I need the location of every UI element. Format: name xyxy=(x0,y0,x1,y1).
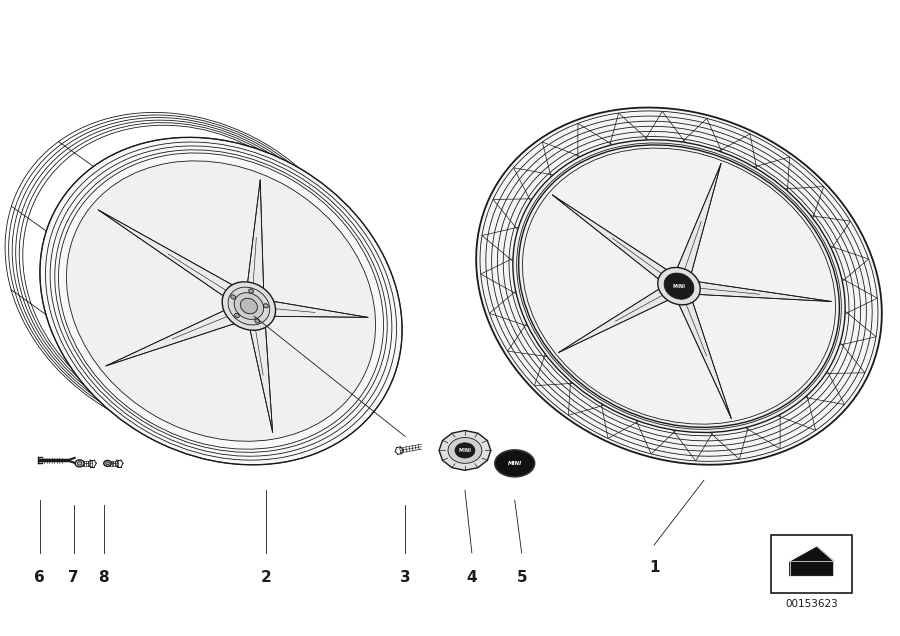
Polygon shape xyxy=(678,163,721,273)
Polygon shape xyxy=(98,210,232,296)
Ellipse shape xyxy=(240,298,257,314)
Ellipse shape xyxy=(40,137,402,465)
Ellipse shape xyxy=(455,443,475,458)
Ellipse shape xyxy=(235,314,239,317)
Text: 3: 3 xyxy=(400,570,410,585)
Polygon shape xyxy=(248,180,264,288)
Ellipse shape xyxy=(104,460,112,466)
Ellipse shape xyxy=(105,462,109,465)
Ellipse shape xyxy=(658,268,700,305)
Ellipse shape xyxy=(77,462,82,465)
Bar xyxy=(770,535,852,593)
Text: MINI: MINI xyxy=(458,448,472,453)
Text: 6: 6 xyxy=(34,570,45,585)
Polygon shape xyxy=(106,310,234,366)
Text: 00153623: 00153623 xyxy=(785,598,838,609)
Ellipse shape xyxy=(228,287,270,325)
Text: 2: 2 xyxy=(260,570,271,585)
Polygon shape xyxy=(274,301,368,317)
Text: 8: 8 xyxy=(98,570,109,585)
Ellipse shape xyxy=(248,289,254,293)
Ellipse shape xyxy=(255,319,259,323)
Ellipse shape xyxy=(664,273,694,299)
Ellipse shape xyxy=(75,460,84,467)
Ellipse shape xyxy=(234,293,264,319)
Text: 1: 1 xyxy=(649,560,660,575)
Text: MINI: MINI xyxy=(672,284,686,289)
Polygon shape xyxy=(250,328,273,432)
Polygon shape xyxy=(559,289,668,352)
Text: 7: 7 xyxy=(68,570,79,585)
Ellipse shape xyxy=(264,303,268,308)
Polygon shape xyxy=(439,431,491,471)
Polygon shape xyxy=(679,302,731,418)
Ellipse shape xyxy=(230,295,236,299)
Ellipse shape xyxy=(67,161,375,441)
Text: 5: 5 xyxy=(517,570,527,585)
Ellipse shape xyxy=(222,282,275,330)
Polygon shape xyxy=(553,195,667,279)
Ellipse shape xyxy=(517,143,842,429)
Ellipse shape xyxy=(476,107,882,465)
Text: MINI: MINI xyxy=(508,461,522,466)
Polygon shape xyxy=(789,546,833,576)
Ellipse shape xyxy=(495,450,535,477)
Ellipse shape xyxy=(448,438,482,464)
Polygon shape xyxy=(698,282,832,301)
Text: 4: 4 xyxy=(466,570,477,585)
Ellipse shape xyxy=(513,140,845,432)
Ellipse shape xyxy=(518,145,840,427)
